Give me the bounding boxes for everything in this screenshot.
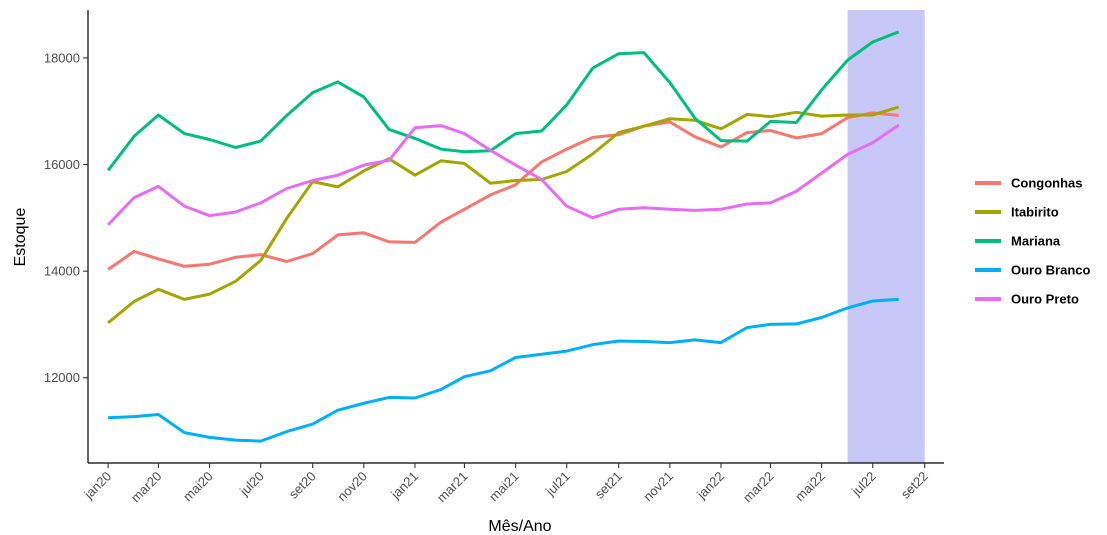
- y-tick-label: 12000: [44, 370, 80, 385]
- series-line-congonhas: [107, 111, 899, 271]
- x-tick-label: nov20: [334, 469, 370, 505]
- highlight-band: [847, 10, 925, 463]
- x-tick-label: mar21: [434, 469, 471, 506]
- y-tick-label: 16000: [44, 157, 80, 172]
- x-tick-label: set21: [592, 469, 625, 502]
- x-tick-label: mai21: [486, 469, 522, 505]
- y-tick-label: 18000: [44, 50, 80, 65]
- legend-label-ouro-branco: Ouro Branco: [1011, 263, 1091, 278]
- series-line-itabirito: [107, 105, 900, 324]
- x-tick-label: mar20: [128, 469, 165, 506]
- legend-label-mariana: Mariana: [1011, 234, 1061, 249]
- x-tick-label: mar22: [740, 469, 777, 506]
- series-line-ouro-preto: [107, 123, 900, 226]
- series-lines: [106, 30, 900, 443]
- x-axis-title: Mês/Ano: [488, 518, 551, 535]
- x-tick-label: jan22: [693, 469, 727, 503]
- legend-label-itabirito: Itabirito: [1011, 205, 1059, 220]
- x-tick-label: jan20: [80, 469, 114, 503]
- x-tick-label: set22: [898, 469, 931, 502]
- x-tick-label: jul21: [542, 469, 573, 500]
- y-tick-label: 14000: [44, 264, 80, 279]
- legend-label-congonhas: Congonhas: [1011, 176, 1083, 191]
- plot-area: [106, 10, 925, 463]
- x-axis-ticks: jan20 mar20 mai20 jul20 set20 nov20 jan21 mar21…: [80, 463, 931, 506]
- legend: Congonhas Itabirito Mariana Ouro Branco Ouro…: [975, 176, 1091, 307]
- y-axis-title: Estoque: [12, 208, 29, 267]
- x-tick-label: mai22: [792, 469, 828, 505]
- series-line-mariana: [106, 30, 900, 172]
- legend-label-ouro-preto: Ouro Preto: [1011, 292, 1079, 307]
- series-line-ouro-branco: [108, 297, 899, 443]
- y-axis-ticks: 12000 14000 16000 18000: [44, 50, 88, 385]
- x-tick-label: jan21: [387, 469, 421, 503]
- x-tick-label: jul20: [236, 469, 267, 500]
- x-tick-label: mai20: [180, 469, 216, 505]
- x-tick-label: set20: [286, 469, 319, 502]
- x-tick-label: nov21: [640, 469, 676, 505]
- x-tick-label: jul22: [848, 469, 879, 500]
